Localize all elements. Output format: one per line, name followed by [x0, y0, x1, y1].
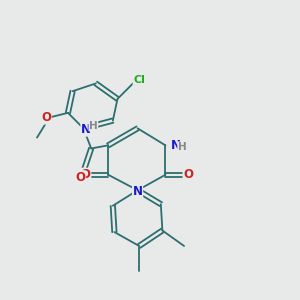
Text: O: O — [75, 171, 85, 184]
Text: O: O — [183, 168, 194, 181]
Text: Cl: Cl — [133, 75, 145, 85]
Text: O: O — [80, 168, 90, 181]
Text: N: N — [170, 139, 180, 152]
Text: N: N — [81, 123, 91, 136]
Text: H: H — [178, 142, 187, 152]
Text: N: N — [133, 185, 142, 198]
Text: O: O — [41, 111, 51, 124]
Text: H: H — [89, 121, 98, 131]
